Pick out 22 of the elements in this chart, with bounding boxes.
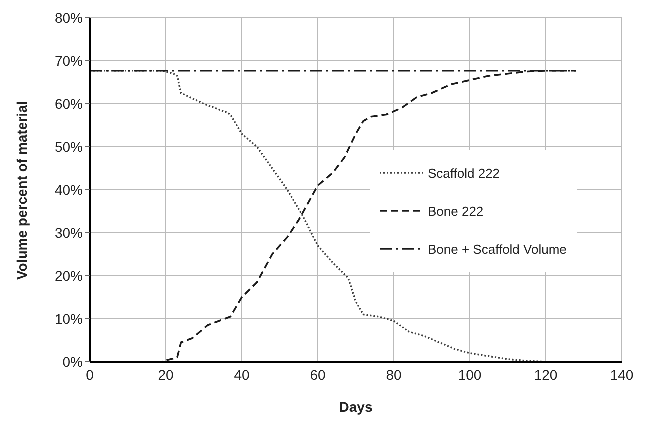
x-tick-label: 140	[610, 366, 634, 383]
x-axis-title: Days	[339, 399, 373, 415]
y-axis-title: Volume percent of material	[14, 101, 30, 280]
y-tick-label: 70%	[54, 52, 83, 69]
x-tick-label: 0	[86, 366, 94, 383]
y-tick-label: 30%	[54, 224, 83, 241]
legend-label: Bone + Scaffold Volume	[428, 242, 567, 256]
x-tick-label: 20	[158, 366, 174, 383]
legend-label: Scaffold 222	[428, 166, 500, 180]
x-tick-label: 100	[458, 366, 482, 383]
x-tick-label: 120	[534, 366, 558, 383]
x-tick-label: 60	[310, 366, 326, 383]
y-tick-label: 50%	[54, 138, 83, 155]
y-tick-label: 20%	[54, 268, 83, 284]
y-tick-label: 60%	[54, 96, 83, 112]
x-tick-label: 80	[386, 366, 402, 383]
y-tick-label: 40%	[54, 182, 83, 198]
y-tick-label: 0%	[62, 354, 83, 370]
y-tick-label: 10%	[54, 310, 83, 327]
x-tick-label: 40	[234, 366, 250, 383]
y-tick-label: 80%	[54, 10, 83, 26]
legend-label: Bone 222	[428, 204, 484, 218]
